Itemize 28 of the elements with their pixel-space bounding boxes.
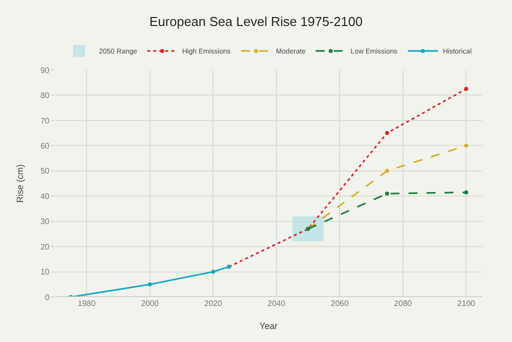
y-tick-label: 40 (40, 192, 50, 201)
x-tick-label: 1980 (78, 299, 96, 308)
y-tick-label: 20 (40, 242, 50, 252)
chart-title: European Sea Level Rise 1975-2100 (149, 14, 363, 30)
point (148, 282, 152, 286)
point (385, 192, 390, 196)
y-tick-label: 70 (40, 116, 50, 126)
x-axis-title: Year (259, 320, 278, 331)
y-tick-label: 90 (40, 66, 50, 75)
x-tick-label: 2040 (268, 299, 286, 308)
point (211, 270, 216, 274)
x-tick-label: 2020 (204, 299, 223, 308)
x-tick-label: 2100 (457, 299, 476, 308)
y-tick-label: 60 (40, 141, 50, 150)
point (464, 144, 468, 148)
y-tick-label: 50 (40, 166, 50, 176)
y-axis-title: Rise (cm) (14, 164, 25, 203)
point (385, 168, 390, 173)
y-tick-label: 10 (40, 268, 50, 277)
x-tick-label: 2000 (140, 299, 160, 308)
point (464, 86, 468, 91)
y-tick-label: 80 (40, 91, 50, 100)
x-tick-label: 2080 (394, 299, 412, 308)
point (385, 131, 390, 136)
y-tick-label: 0 (44, 292, 50, 302)
x-tick-label: 2060 (330, 299, 350, 308)
y-tick-label: 30 (40, 217, 50, 226)
point (464, 190, 468, 194)
